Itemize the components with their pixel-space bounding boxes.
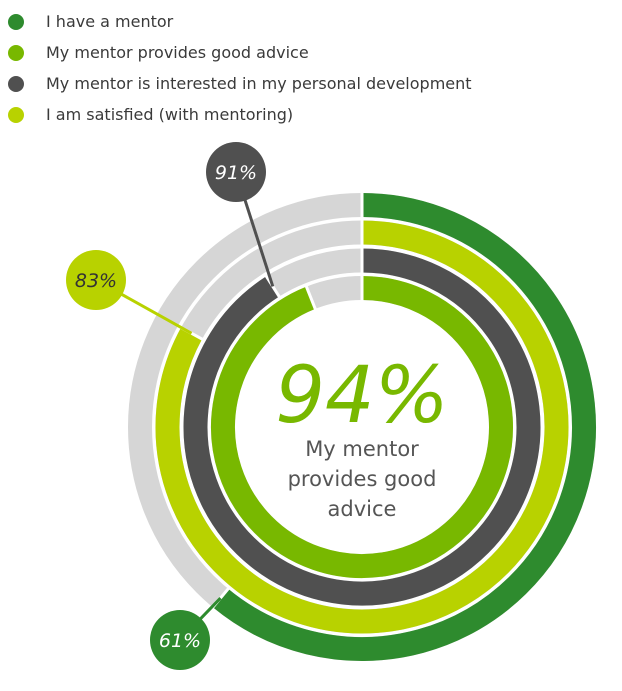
callout-label: 91% bbox=[215, 162, 257, 184]
callout-bubble bbox=[206, 142, 266, 202]
legend: I have a mentor My mentor provides good a… bbox=[8, 6, 472, 130]
ring-bar bbox=[183, 248, 541, 606]
legend-label: My mentor provides good advice bbox=[46, 43, 309, 62]
callout-label: 83% bbox=[75, 270, 117, 292]
legend-item: My mentor provides good advice bbox=[8, 37, 472, 68]
ring-bar bbox=[211, 276, 513, 578]
legend-label: My mentor is interested in my personal d… bbox=[46, 74, 472, 93]
center-value: 94% bbox=[275, 351, 448, 441]
legend-label: I am satisfied (with mentoring) bbox=[46, 105, 294, 124]
center-label: advice bbox=[328, 497, 397, 521]
callout-bubble bbox=[150, 610, 210, 670]
callout-label: 61% bbox=[159, 630, 201, 652]
callout-bubble bbox=[66, 250, 126, 310]
ring-gap bbox=[304, 285, 318, 311]
ring-bar bbox=[155, 220, 569, 634]
legend-dot-icon bbox=[8, 44, 24, 61]
legend-item: I am satisfied (with mentoring) bbox=[8, 99, 472, 130]
legend-dot-icon bbox=[8, 13, 24, 30]
ring-bar bbox=[212, 193, 596, 661]
legend-dot-icon bbox=[8, 106, 24, 123]
center-label: My mentor bbox=[305, 437, 419, 461]
center-label: provides good bbox=[288, 467, 437, 491]
legend-label: I have a mentor bbox=[46, 12, 174, 31]
legend-item: My mentor is interested in my personal d… bbox=[8, 68, 472, 99]
legend-dot-icon bbox=[8, 75, 24, 92]
legend-item: I have a mentor bbox=[8, 6, 472, 37]
